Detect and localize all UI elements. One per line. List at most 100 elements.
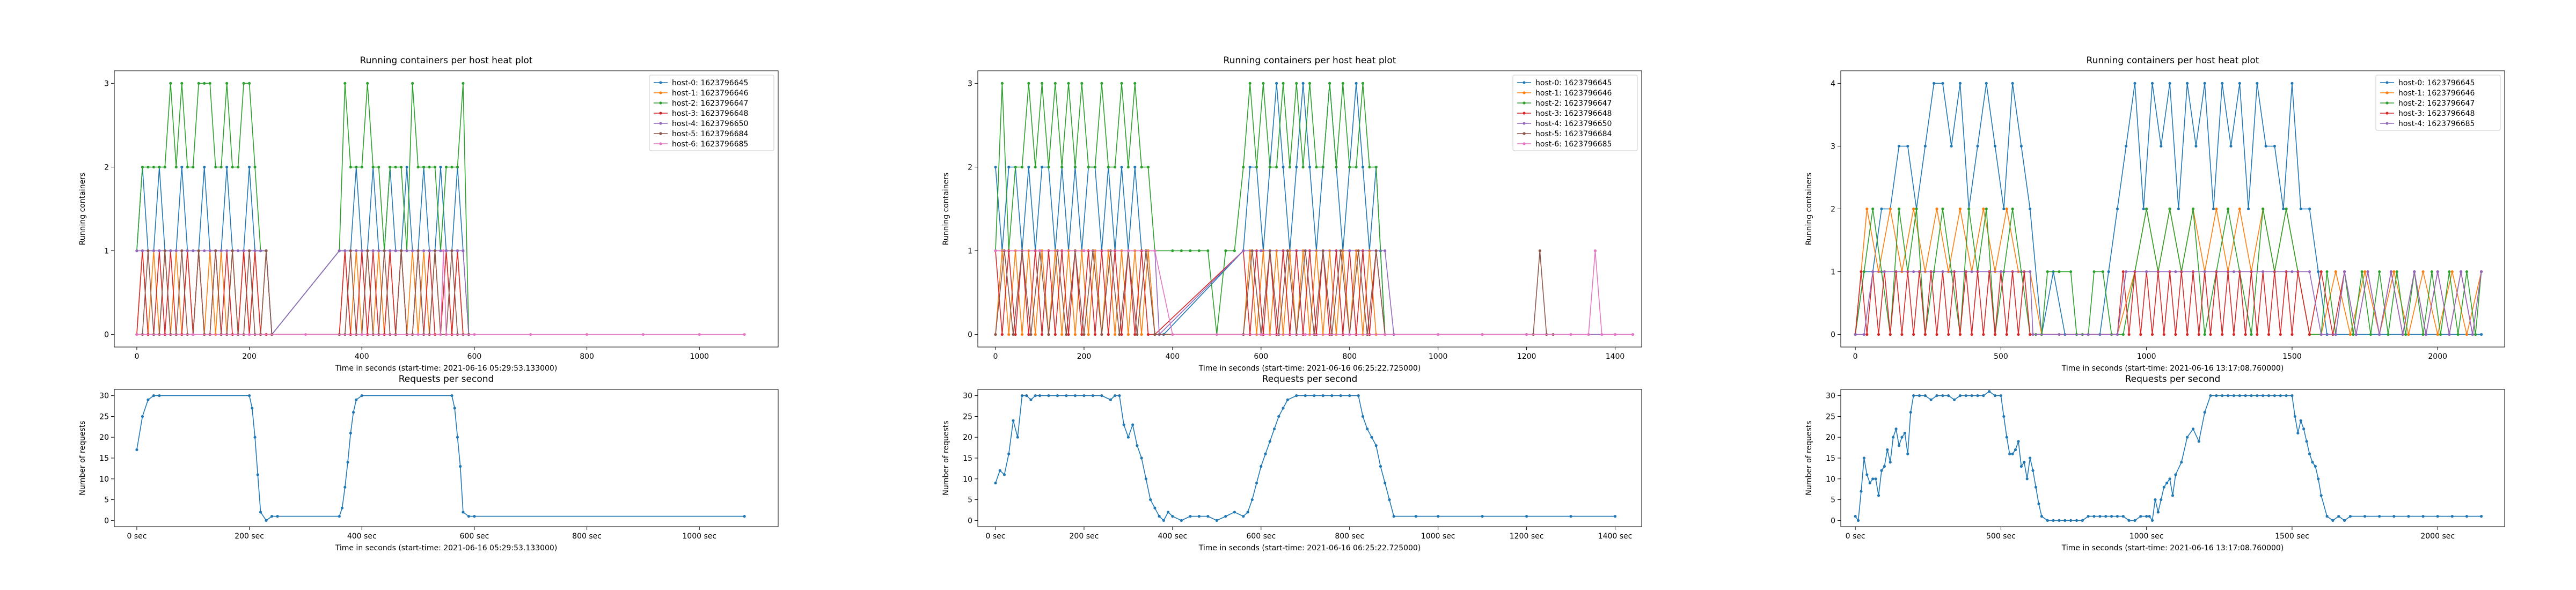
data-point [2165, 481, 2169, 485]
data-point [2037, 502, 2040, 505]
data-point [2363, 515, 2367, 518]
data-point [1880, 207, 1883, 211]
data-point [2133, 82, 2136, 85]
data-point [1388, 498, 1391, 502]
data-point [1967, 207, 1971, 211]
x-tick-label: 1400 [1606, 352, 1625, 361]
data-point [1268, 440, 1271, 443]
data-point [1525, 515, 1528, 518]
data-point [2308, 207, 2311, 211]
data-point [743, 515, 746, 518]
data-point [2334, 270, 2337, 274]
data-point [2121, 515, 2125, 518]
data-point [360, 394, 363, 397]
data-point [462, 82, 465, 85]
data-point [394, 165, 397, 169]
data-point [1437, 333, 1440, 336]
data-point [1149, 498, 1152, 502]
legend-label: host-3: 1623796648 [672, 109, 748, 118]
data-point [163, 165, 166, 169]
data-point [2005, 436, 2008, 439]
data-point [389, 249, 392, 253]
data-point [360, 333, 363, 336]
data-point [1107, 165, 1110, 169]
data-point [473, 515, 476, 518]
data-point [450, 394, 453, 397]
data-point [1897, 207, 1901, 211]
data-point [1993, 333, 1997, 336]
data-point [1153, 506, 1157, 510]
data-point [1146, 333, 1150, 336]
legend-box [1512, 75, 1638, 151]
data-point [2148, 515, 2151, 518]
data-point [2029, 456, 2032, 460]
data-point [2232, 333, 2236, 336]
data-point [1321, 165, 1324, 169]
x-tick-label: 500 [1994, 352, 2008, 361]
data-point [147, 249, 150, 253]
data-point [203, 249, 206, 253]
data-point [2474, 333, 2477, 336]
data-point [1114, 165, 1117, 169]
data-point [2407, 515, 2410, 518]
data-point [1361, 82, 1365, 85]
data-point [1206, 515, 1210, 518]
data-point [1985, 82, 1988, 85]
data-point [343, 485, 347, 489]
data-point [1248, 82, 1252, 85]
data-point [338, 515, 341, 518]
data-point [1120, 82, 1123, 85]
axes-frame [977, 389, 1642, 527]
data-point [2250, 333, 2253, 336]
data-point [1883, 464, 1886, 468]
data-point [1361, 415, 1365, 418]
data-point [442, 249, 445, 253]
chart-0: Running containers per host heat plot Tim… [78, 55, 779, 373]
data-point [1865, 207, 1869, 211]
data-point [2011, 207, 2014, 211]
data-point [1197, 249, 1201, 253]
data-point [2046, 519, 2049, 522]
y-tick-label: 20 [1826, 433, 1835, 442]
x-tick-label: 2000 sec [2420, 532, 2455, 541]
data-point [219, 249, 223, 253]
data-point [1288, 165, 1291, 169]
data-point [2017, 333, 2020, 336]
data-point [366, 249, 369, 253]
data-point [1167, 511, 1170, 514]
y-tick-label: 3 [104, 79, 109, 88]
x-tick-label: 1000 sec [2129, 532, 2164, 541]
data-point [433, 249, 437, 253]
data-point [1865, 333, 1869, 336]
data-point [2436, 270, 2439, 274]
data-point [2232, 270, 2236, 274]
series-line-0 [136, 395, 745, 521]
data-point [2238, 394, 2241, 397]
data-point [1248, 165, 1252, 169]
data-point [1918, 394, 1921, 397]
data-point [2352, 333, 2355, 336]
data-point [1933, 82, 1936, 85]
data-point [340, 506, 344, 510]
data-point [1304, 333, 1307, 336]
data-point [1976, 394, 1979, 397]
data-point [1379, 464, 1382, 468]
data-point [1880, 469, 1883, 472]
data-point [1100, 333, 1103, 336]
data-point [1034, 165, 1037, 169]
data-point [1073, 333, 1077, 336]
data-point [2168, 477, 2171, 481]
data-point [2395, 270, 2398, 274]
x-axis-label: Time in seconds (start-time: 2021-06-16 … [1198, 544, 1421, 552]
y-tick-label: 1 [104, 247, 109, 256]
data-point [2430, 270, 2433, 274]
legend-marker [2385, 122, 2389, 125]
data-point [2250, 394, 2253, 397]
data-point [2226, 207, 2230, 211]
data-point [2177, 207, 2180, 211]
data-point [462, 249, 465, 253]
data-point [1860, 490, 1863, 493]
data-point [2267, 333, 2271, 336]
data-point [2404, 333, 2407, 336]
